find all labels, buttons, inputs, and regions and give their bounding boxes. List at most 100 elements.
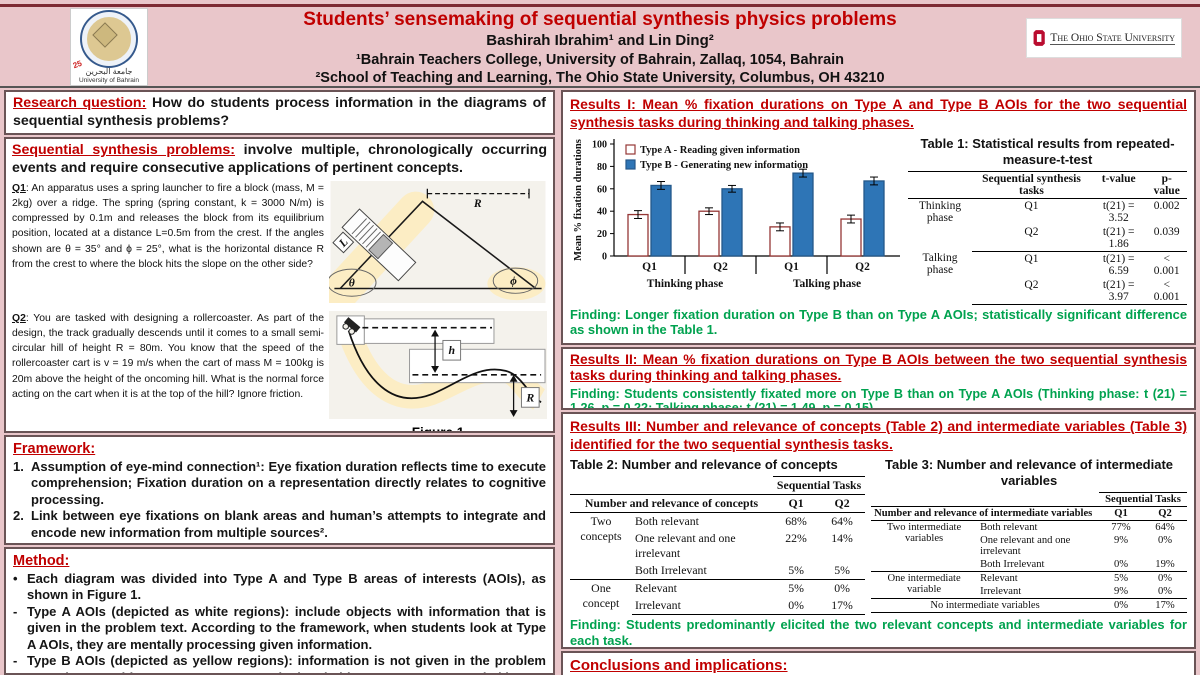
svg-text:Mean % fixation durations: Mean % fixation durations (573, 140, 584, 262)
uob-seal-icon (82, 12, 136, 66)
q1-label: Q1 (12, 182, 26, 194)
svg-text:Q2: Q2 (713, 261, 728, 273)
table2: Table 2: Number and relevance of concept… (570, 455, 866, 615)
table-row: Q2 t(21) = 3.97 < 0.001 (908, 277, 1187, 305)
svg-text:0: 0 (602, 252, 607, 263)
results1-heading: Results I: Mean % fixation durations on … (570, 96, 1187, 131)
item-text: Type B AOIs (depicted as yellow regions)… (27, 653, 546, 673)
ssp-text: involve multiple, chronologically occurr… (12, 142, 547, 176)
framework-item-1: 1. Assumption of eye-mind connection¹: E… (13, 459, 546, 509)
q2-text: : You are tasked with designing a roller… (12, 312, 324, 400)
table1: Table 1: Statistical results from repeat… (908, 134, 1187, 305)
phase-label: Talking phase (922, 252, 958, 277)
table2-grid: Sequential Tasks Number and relevance of… (570, 475, 866, 615)
q1-problem-text: Q1: An apparatus uses a spring launcher … (12, 181, 324, 308)
phase-label: Thinking phase (918, 199, 962, 224)
poster-title: Students’ sensemaking of sequential synt… (303, 9, 897, 30)
affiliation-1: ¹Bahrain Teachers College, University of… (355, 51, 845, 68)
svg-text:20: 20 (597, 229, 607, 240)
cart-icon (342, 316, 361, 335)
table1-grid: Sequential synthesis tasks t-value p-val… (908, 170, 1187, 305)
bullet-marker: - (13, 653, 18, 669)
table-header-row: Number and relevance of concepts Q1 Q2 (570, 493, 866, 513)
group-label: One intermediate variable (871, 570, 978, 599)
results1-box: Results I: Mean % fixation durations on … (561, 90, 1196, 345)
top-rule (0, 4, 1200, 7)
method-heading: Method: (13, 553, 70, 569)
results3-tables: Table 2: Number and relevance of concept… (570, 455, 1187, 615)
svg-text:60: 60 (597, 185, 607, 196)
table3: Table 3: Number and relevance of interme… (871, 455, 1187, 615)
item-text: Assumption of eye-mind connection¹: Eye … (31, 458, 546, 507)
svg-text:Type B - Generating new inform: Type B - Generating new information (640, 160, 808, 171)
rollercoaster-diagram: h R (329, 310, 547, 419)
uob-anniversary-badge: 25 (71, 58, 84, 71)
fixation-bar-chart: 0 20 40 60 80 100 Q1 Q2 Q1 Q2 Thinking phase Talkin… (573, 139, 900, 290)
results1-body: 0 20 40 60 80 100 Q1 Q2 Q1 Q2 Thinking phase Talkin… (570, 134, 1187, 305)
group-label: One concept (570, 578, 632, 615)
ohio-state-logo: The Ohio State University (1026, 18, 1182, 58)
uob-english-name: University of Bahrain (79, 76, 139, 84)
table-row: Two intermediate variables Both relevant… (871, 520, 1187, 544)
problems-box: Sequential synthesis problems: involve m… (4, 137, 555, 433)
table-row: One intermediate variable Relevant 5% 0% (871, 570, 1187, 599)
uob-arabic-name: جامعة البحرين (85, 67, 133, 76)
item-number: 2. (13, 508, 24, 524)
col-tasks: Sequential synthesis tasks (972, 170, 1091, 199)
item-text: Link between eye fixations on blank area… (31, 508, 546, 540)
university-of-bahrain-logo: 25 جامعة البحرين University of Bahrain (70, 8, 148, 86)
table1-title: Table 1: Statistical results from repeat… (920, 136, 1175, 167)
q2-diagram: h R Figure 1 (329, 310, 547, 433)
framework-item-2: 2. Link between eye fixations on blank a… (13, 508, 546, 541)
results1-finding: Finding: Longer fixation duration on Typ… (570, 306, 1187, 338)
span-header: Sequential Tasks (1099, 491, 1187, 507)
method-item-2: - Type A AOIs (depicted as white regions… (13, 604, 546, 654)
figure-caption: Figure 1 (411, 424, 465, 433)
table-row: No intermediate variables 0% 17% (871, 597, 1187, 613)
svg-text:Type A - Reading given informa: Type A - Reading given information (640, 145, 800, 156)
svg-text:Thinking phase: Thinking phase (647, 278, 723, 290)
table-row: One relevant and one irrelevant 9% 0% (980, 534, 1173, 557)
phi-label: ϕ (510, 274, 517, 287)
table-row: Talking phase Q1 t(21) = 6.59 < 0.001 (908, 251, 1187, 278)
results2-finding: Finding: Students consistently fixated m… (570, 386, 1187, 410)
block-o-icon (1033, 30, 1045, 46)
table-row: Irrelevant 0% 17% (570, 596, 866, 615)
results3-finding: Finding: Students predominantly elicited… (570, 616, 1187, 648)
col-tvalue: t-value (1090, 170, 1147, 199)
bullet-marker: • (13, 570, 18, 586)
item-number: 1. (13, 458, 24, 474)
results3-box: Results III: Number and relevance of con… (561, 412, 1196, 649)
osu-wordmark: The Ohio State University (1050, 31, 1175, 45)
svg-text:100: 100 (592, 140, 607, 151)
results3-heading: Results III: Number and relevance of con… (570, 418, 1187, 453)
poster-authors: Bashirah Ibrahim¹ and Lin Ding² (486, 31, 714, 49)
group-label: Two concepts (580, 513, 622, 543)
framework-heading: Framework: (13, 441, 96, 457)
framework-box: Framework: 1. Assumption of eye-mind con… (4, 435, 555, 545)
table-row: One relevant and one irrelevant 22% 14% (635, 530, 853, 560)
bullet-marker: - (13, 603, 18, 619)
q2-label: Q2 (12, 312, 26, 324)
height-h-label: h (448, 344, 455, 357)
method-item-3: - Type B AOIs (depicted as yellow region… (13, 653, 546, 673)
results2-box: Results II: Mean % fixation durations on… (561, 347, 1196, 410)
table-row: One concept Relevant 5% 0% (570, 578, 866, 615)
results2-heading: Results II: Mean % fixation durations on… (570, 352, 1187, 384)
table2-title: Table 2: Number and relevance of concept… (570, 457, 838, 473)
table-row: Q2 t(21) = 1.86 0.039 (908, 224, 1187, 252)
research-question-text: How do students process information in t… (13, 95, 546, 129)
table3-title: Table 3: Number and relevance of interme… (885, 457, 1174, 488)
svg-text:Q1: Q1 (784, 261, 799, 273)
table-span-row: Sequential Tasks (570, 475, 866, 495)
table3-grid: Sequential Tasks Number and relevance of… (871, 491, 1187, 613)
spring-launcher: L (332, 207, 417, 281)
ssp-heading: Sequential synthesis problems: (12, 142, 236, 158)
table-row: Both Irrelevant 5% 5% (635, 562, 850, 577)
q2-problem-text: Q2: You are tasked with designing a roll… (12, 311, 324, 432)
radius-r-label: R (525, 391, 534, 404)
table-span-row: Sequential Tasks (871, 491, 1187, 507)
table-header-row: Number and relevance of intermediate var… (871, 505, 1187, 521)
item-text: Each diagram was divided into Type A and… (27, 570, 546, 603)
research-question-box: Research question: How do students proce… (4, 90, 555, 135)
